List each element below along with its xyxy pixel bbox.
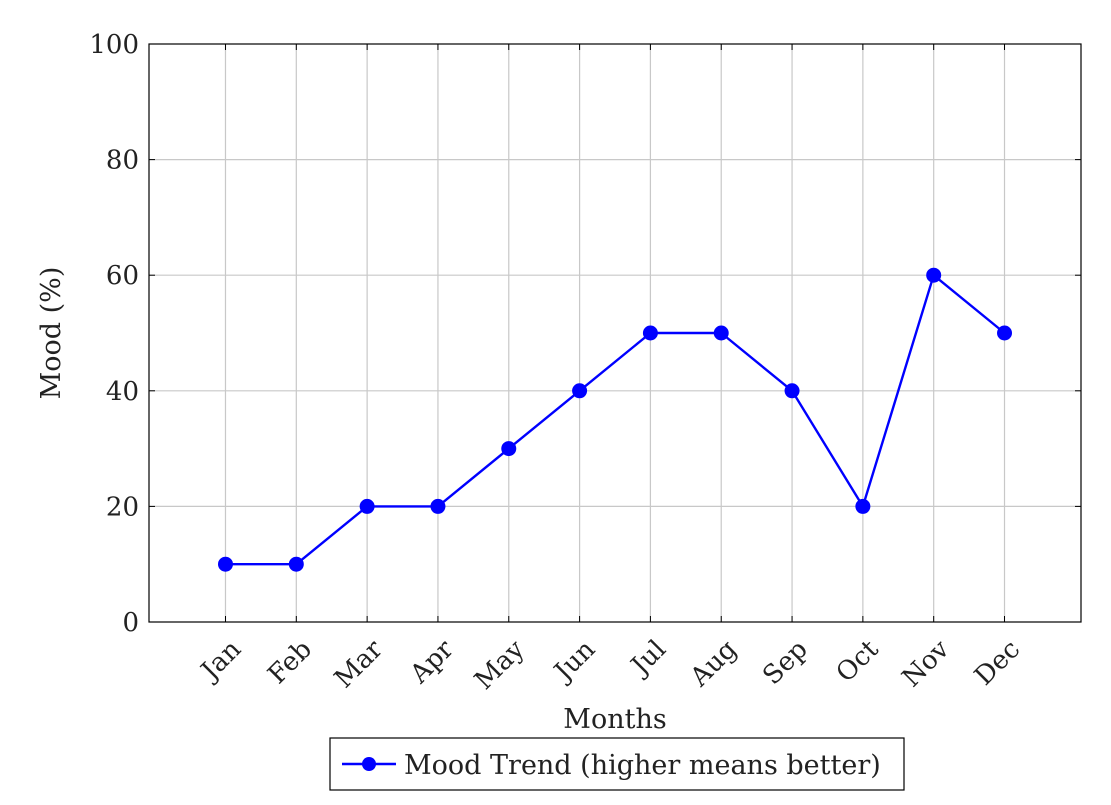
data-point-jun [572, 383, 588, 399]
axis-ticks [149, 43, 1081, 623]
data-point-jul [642, 325, 658, 341]
y-tick-label: 40 [106, 377, 139, 407]
x-tick-label: Jun [547, 634, 602, 689]
y-tick-label: 0 [122, 608, 139, 638]
data-point-nov [926, 267, 942, 283]
legend-label: Mood Trend (higher means better) [404, 750, 881, 781]
data-point-jan [217, 556, 233, 572]
y-tick-label: 80 [106, 146, 139, 176]
x-tick-label: May [469, 634, 531, 696]
x-tick-label: Jul [624, 634, 672, 682]
x-tick-label: Aug [684, 634, 743, 693]
x-tick-label: Jan [194, 634, 248, 688]
data-point-aug [713, 325, 729, 341]
x-tick-label: Mar [329, 634, 389, 694]
data-point-feb [288, 556, 304, 572]
y-tick-label: 100 [89, 30, 139, 60]
series-line [225, 274, 1006, 566]
x-tick-label: Feb [262, 634, 318, 690]
y-tick-label: 20 [106, 492, 139, 522]
x-tick-label: Oct [831, 634, 885, 688]
legend-marker [362, 757, 376, 771]
data-point-dec [997, 325, 1013, 341]
y-tick-label: 60 [106, 261, 139, 291]
legend-box [329, 737, 905, 791]
data-point-oct [855, 498, 871, 514]
x-tick-label: Sep [757, 634, 813, 690]
legend: Mood Trend (higher means better) [329, 737, 905, 791]
x-tick-label: Nov [897, 634, 956, 693]
x-axis-title: Months [563, 704, 666, 735]
data-point-may [501, 441, 517, 457]
data-point-apr [430, 498, 446, 514]
tick-labels: Jan Feb Mar Apr May Jun Jul Aug Sep Oct Nov Dec 0 20 4… [89, 30, 1026, 696]
x-tick-label: Dec [969, 634, 1026, 691]
data-point-mar [359, 498, 375, 514]
y-axis-title: Mood (%) [36, 267, 67, 400]
plot-frame [148, 43, 1082, 623]
series-layer [217, 267, 1013, 572]
x-tick-label: Apr [404, 634, 460, 690]
grid [149, 44, 1081, 622]
data-point-sep [784, 383, 800, 399]
